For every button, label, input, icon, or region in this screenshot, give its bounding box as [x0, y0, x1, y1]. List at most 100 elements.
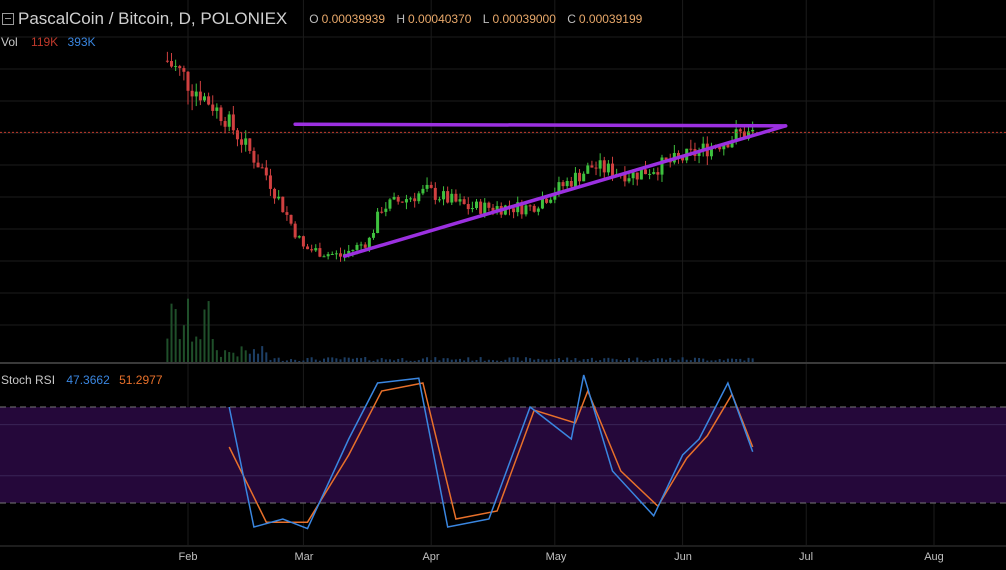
candle-body	[483, 202, 487, 214]
candle-body	[446, 191, 450, 203]
candle-body	[586, 165, 590, 174]
volume-bar	[430, 360, 433, 362]
volume-bar	[516, 357, 519, 362]
candle-body	[318, 248, 322, 257]
candle-body	[582, 173, 586, 182]
candle-body	[540, 198, 544, 209]
volume-bar	[182, 325, 185, 362]
candle-body	[252, 150, 256, 163]
candle-body	[392, 196, 396, 200]
symbol-title[interactable]: PascalCoin / Bitcoin, D, POLONIEX	[18, 9, 288, 28]
candle-body	[174, 66, 178, 68]
candle-body	[709, 146, 713, 157]
candle-body	[524, 205, 528, 215]
volume-bar	[211, 339, 214, 362]
candle-body	[227, 114, 231, 127]
candle-body	[606, 163, 610, 173]
volume-bar	[388, 359, 391, 362]
candle-body	[170, 61, 174, 67]
x-tick-label: Mar	[294, 551, 314, 563]
volume-bar	[586, 359, 589, 362]
candle-body	[404, 199, 408, 203]
candle-body	[285, 212, 289, 215]
candle-body	[734, 129, 738, 141]
volume-bar	[269, 359, 272, 362]
volume-bar	[314, 359, 317, 362]
candle-body	[413, 198, 417, 202]
candle-body	[454, 193, 458, 202]
candle-body	[190, 90, 194, 97]
candle-body	[322, 256, 326, 258]
volume-bar	[467, 357, 470, 362]
candle-body	[549, 199, 553, 203]
volume-bar	[331, 357, 334, 362]
candle-body	[409, 198, 413, 200]
volume-bar	[224, 350, 227, 362]
x-tick-label: Aug	[924, 551, 944, 563]
candle-body	[273, 188, 277, 199]
volume-bar	[463, 360, 466, 362]
volume-bar	[731, 358, 734, 362]
volume-bar	[702, 358, 705, 362]
volume-bar	[302, 360, 305, 362]
volume-bar	[339, 359, 342, 362]
candle-body	[594, 167, 598, 169]
candle-body	[334, 253, 338, 255]
candle-body	[425, 184, 429, 189]
candle-body	[351, 249, 355, 251]
candle-body	[417, 193, 421, 202]
volume-bar	[619, 360, 622, 362]
volume-bar	[735, 358, 738, 362]
candle-body	[396, 196, 400, 202]
volume-bar	[438, 360, 441, 362]
volume-bar	[582, 359, 585, 362]
volume-bar	[632, 360, 635, 362]
volume-bar	[442, 358, 445, 362]
volume-bar	[240, 346, 243, 362]
stoch-k-value: 47.3662	[66, 373, 110, 387]
volume-bar	[174, 309, 177, 362]
candle-body	[565, 180, 569, 187]
volume-bar	[557, 358, 560, 362]
stoch-rsi-band	[0, 407, 1006, 503]
volume-bar	[207, 301, 210, 362]
volume-bar	[698, 357, 701, 362]
volume-bar	[236, 356, 239, 362]
volume-bar	[726, 358, 729, 362]
collapse-toggle-icon[interactable]	[2, 13, 14, 25]
candle-body	[553, 193, 557, 200]
volume-bar	[693, 357, 696, 362]
candle-body	[557, 182, 561, 194]
trendline-resistance	[293, 122, 788, 128]
volume-bar	[409, 360, 412, 362]
volume-bar	[512, 357, 515, 362]
low-value: 0.00039000	[492, 12, 556, 26]
candle-body	[264, 167, 268, 176]
volume-bar	[306, 357, 309, 362]
volume-bar	[549, 359, 552, 362]
candle-body	[532, 205, 536, 212]
candle-body	[442, 191, 446, 200]
candle-body	[545, 198, 549, 203]
candle-body	[260, 167, 264, 169]
volume-bar	[343, 357, 346, 362]
candle-body	[367, 237, 371, 248]
volume-bar	[574, 358, 577, 362]
volume-bar	[335, 358, 338, 362]
candle-body	[186, 71, 190, 91]
ohlc-readout: O 0.00039939 H 0.00040370 L 0.00039000 C 0.0…	[301, 12, 642, 26]
candle-body	[244, 138, 248, 145]
candle-body	[561, 182, 565, 187]
volume-bar	[541, 359, 544, 362]
volume-bar	[578, 360, 581, 362]
candle-body	[528, 205, 532, 207]
candle-body	[219, 107, 223, 122]
volume-bar	[636, 357, 639, 362]
candle-body	[491, 207, 495, 212]
volume-bar	[294, 359, 297, 362]
candle-body	[512, 208, 516, 213]
volume-bar	[265, 352, 268, 362]
volume-bar	[364, 357, 367, 362]
volume-bar	[372, 360, 375, 362]
